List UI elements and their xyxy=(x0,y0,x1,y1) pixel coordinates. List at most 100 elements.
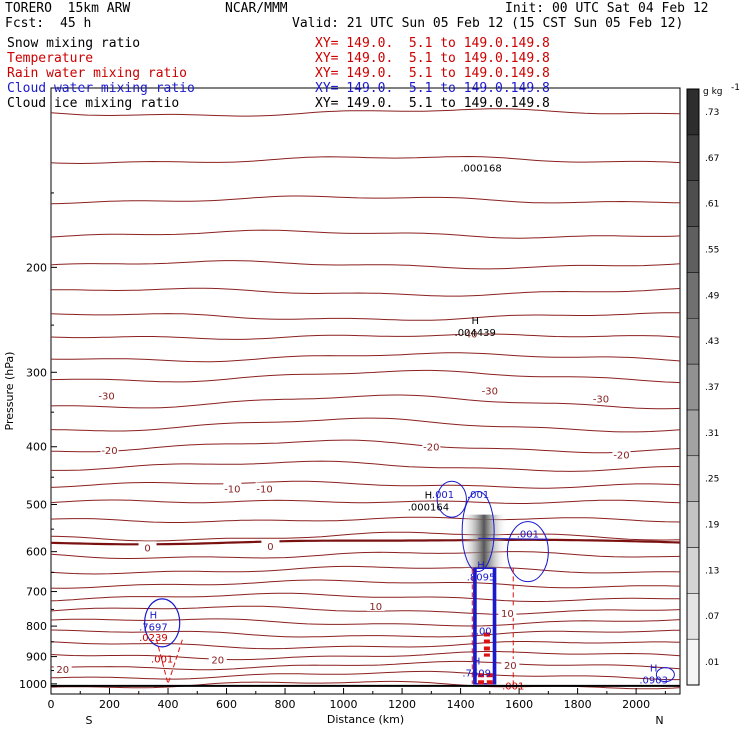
cloud-water-contour xyxy=(144,598,181,648)
y-tick-label: 700 xyxy=(26,586,47,599)
isotherm-label: -20 xyxy=(423,443,439,454)
isotherm xyxy=(50,155,681,165)
isotherm-label-bg xyxy=(366,599,385,611)
extremum-value-label: .0903 xyxy=(639,675,668,686)
isotherm-label: -40 xyxy=(461,329,477,340)
init-time: Init: 00 UTC Sat 04 Feb 12 xyxy=(505,1,709,16)
colorbar-label: .67 xyxy=(705,154,719,164)
colorbar-segment xyxy=(686,547,700,594)
isotherm xyxy=(50,108,681,117)
x-tick-label: 1800 xyxy=(564,698,592,711)
forecast-label: Fcst: xyxy=(5,16,45,31)
isotherm-label: -10 xyxy=(256,484,272,495)
isotherm-label: 0 xyxy=(267,542,273,553)
isotherm-label: 20 xyxy=(504,661,517,672)
field-xy-temperature: XY= 149.0. 5.1 to 149.0.149.8 xyxy=(315,51,550,66)
isotherm-label-bg xyxy=(97,389,116,401)
y-tick-label: 300 xyxy=(26,366,47,379)
isotherm-label: -30 xyxy=(482,387,498,398)
isotherm-label: -30 xyxy=(593,395,609,406)
extremum-value-label: .7609 xyxy=(462,669,491,680)
isotherm-label: 10 xyxy=(501,609,514,620)
field-xy-snow: XY= 149.0. 5.1 to 149.0.149.8 xyxy=(315,36,550,51)
isotherm-label-bg xyxy=(138,541,157,553)
isotherm-label: 20 xyxy=(56,665,69,676)
isotherm xyxy=(50,592,680,602)
isotherm-label-bg xyxy=(498,606,517,618)
colorbar-segment xyxy=(686,226,700,273)
isotherm-label-bg xyxy=(422,440,441,452)
colorbar-segment xyxy=(686,134,700,181)
isotherm xyxy=(50,260,681,270)
isotherm xyxy=(50,229,681,239)
contour-value-label: .001 xyxy=(151,654,173,665)
colorbar-label: .07 xyxy=(705,612,719,622)
forecast-hour: 45 h xyxy=(60,16,92,31)
x-tick-label: 400 xyxy=(158,698,179,711)
isotherm xyxy=(50,480,681,489)
isotherm-label-bg xyxy=(460,327,479,339)
colorbar: .01 .07 .13 .19 .25 .31 .37 .43 .49 .55 .61 .67 .73 g… xyxy=(686,83,740,686)
colorbar-label: .55 xyxy=(705,245,719,255)
isotherm-label-bg xyxy=(255,482,274,494)
y-tick-label: 1000 xyxy=(19,678,47,691)
isotherm xyxy=(50,579,681,589)
colorbar-segment xyxy=(686,180,700,227)
field-xy-cloud-ice: XY= 149.0. 5.1 to 149.0.149.8 xyxy=(315,96,550,111)
isotherm xyxy=(50,312,680,321)
snow-column xyxy=(460,514,508,569)
contour-value-label: .000168 xyxy=(460,163,501,174)
field-name-rain: Rain water mixing ratio xyxy=(7,66,188,81)
contour-value-label: .0239 xyxy=(139,633,168,644)
cloud-water-contour xyxy=(478,537,549,540)
x-tick-label: 2000 xyxy=(622,698,650,711)
x-tick-label: 1000 xyxy=(330,698,358,711)
isotherm xyxy=(50,670,680,681)
isotherm-label: -20 xyxy=(101,446,117,457)
field-xy-cloud-water: XY= 149.0. 5.1 to 149.0.149.8 xyxy=(315,81,550,96)
isotherm xyxy=(50,516,681,523)
colorbar-unit-exponent: -1 xyxy=(731,83,740,93)
y-tick-label: 200 xyxy=(26,261,47,274)
extremum-h-label: H xyxy=(477,560,485,571)
isotherm xyxy=(50,439,681,454)
x-tick-label: 1400 xyxy=(447,698,475,711)
field-name-temperature: Temperature xyxy=(7,51,94,66)
isotherm xyxy=(50,605,681,615)
cloud-water-contours xyxy=(144,480,675,685)
isotherm xyxy=(51,460,680,472)
colorbar-label: .73 xyxy=(705,108,719,118)
field-name-cloud-water: Cloud water mixing ratio xyxy=(7,81,195,96)
contour-value-label: .001 xyxy=(467,490,489,501)
isotherm-label: -20 xyxy=(613,450,629,461)
y-axis-label: Pressure (hPa) xyxy=(3,352,16,431)
x-tick-label: 1200 xyxy=(388,698,416,711)
x-tick-label: 800 xyxy=(275,698,296,711)
colorbar-label: .37 xyxy=(705,383,719,393)
isotherm xyxy=(50,333,681,340)
isotherm-label-bg xyxy=(612,448,631,460)
cloud-water-contour xyxy=(461,490,495,572)
colorbar-segment xyxy=(686,501,700,548)
isotherm xyxy=(50,417,681,433)
cloud-water-contour xyxy=(475,567,494,685)
isotherm-label-bg xyxy=(480,384,499,396)
extremum-h-label: H xyxy=(425,490,433,501)
isotherm xyxy=(50,394,681,410)
isotherm-label-bg xyxy=(592,392,611,404)
x-tick-label: 0 xyxy=(48,698,55,711)
colorbar-unit: g kg xyxy=(703,87,723,97)
extremum-h-label: H xyxy=(473,657,481,668)
contour-value-label: .001 xyxy=(432,490,454,501)
isotherm xyxy=(50,499,681,504)
contour-value-label: .001 xyxy=(502,681,524,692)
colorbar-segment xyxy=(686,455,700,502)
colorbar-segment xyxy=(686,363,700,411)
isotherm xyxy=(50,641,681,650)
isotherm xyxy=(50,195,681,205)
isotherm-label-bg xyxy=(100,443,119,455)
extremum-value-label: .8095 xyxy=(467,572,496,583)
isotherm-label: -30 xyxy=(98,391,114,402)
valid-time: Valid: 21 UTC Sun 05 Feb 12 (15 CST Sun … xyxy=(292,16,684,31)
